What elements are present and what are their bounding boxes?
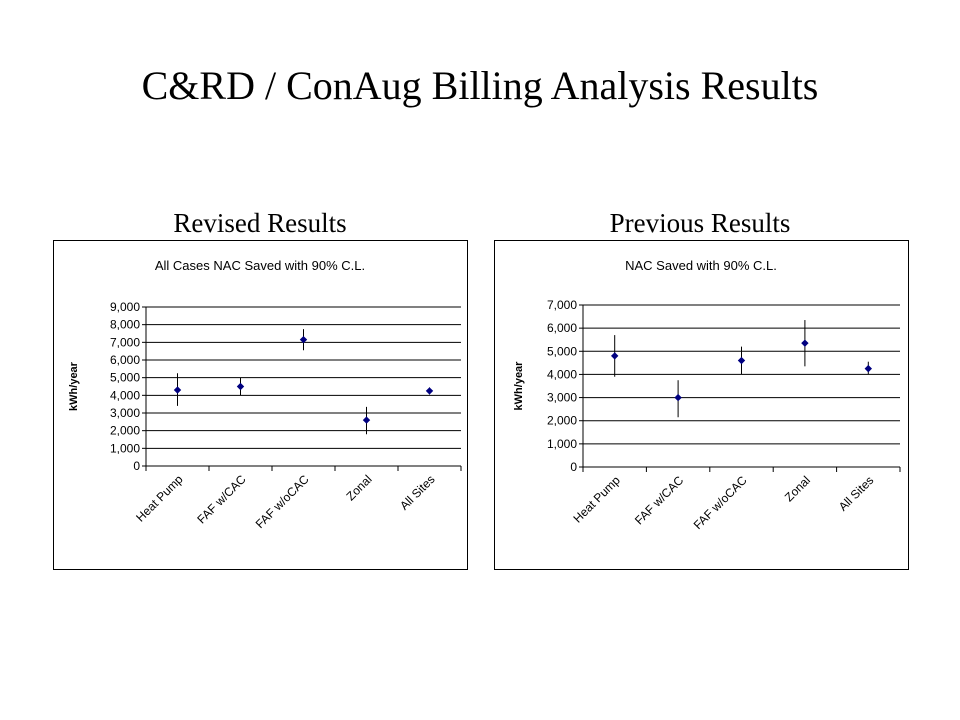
x-tick-label-heat-pump: Heat Pump xyxy=(133,472,186,525)
y-tick-label: 0 xyxy=(133,459,140,473)
y-axis-label: kWh/year xyxy=(513,361,525,411)
y-tick-label: 1,000 xyxy=(110,441,140,455)
x-tick-label-zonal: Zonal xyxy=(343,472,374,503)
chart-title: NAC Saved with 90% C.L. xyxy=(625,258,777,273)
data-point-faf-w-ocac xyxy=(737,356,746,365)
y-tick-label: 2,000 xyxy=(547,414,577,428)
y-tick-label: 4,000 xyxy=(547,367,577,381)
x-tick-label-faf-w-cac: FAF w/CAC xyxy=(194,472,248,526)
x-tick-label-all-sites: All Sites xyxy=(836,473,877,514)
data-point-faf-w-cac xyxy=(236,382,245,391)
y-tick-label: 6,000 xyxy=(110,353,140,367)
y-tick-label: 8,000 xyxy=(110,318,140,332)
y-tick-label: 1,000 xyxy=(547,437,577,451)
data-point-heat-pump xyxy=(173,386,182,394)
y-tick-label: 4,000 xyxy=(110,388,140,402)
x-tick-label-all-sites: All Sites xyxy=(397,472,438,513)
data-point-faf-w-ocac xyxy=(299,335,308,344)
revised-results-chart: All Cases NAC Saved with 90% C.L. kWh/yea… xyxy=(53,240,468,570)
y-tick-label: 0 xyxy=(570,460,577,474)
data-point-zonal xyxy=(801,339,809,347)
slide-title: C&RD / ConAug Billing Analysis Results xyxy=(141,63,819,108)
y-tick-label: 2,000 xyxy=(110,424,140,438)
y-tick-label: 9,000 xyxy=(110,300,140,314)
x-tick-label-faf-w-ocac: FAF w/oCAC xyxy=(691,473,750,532)
previous-results-chart-svg: NAC Saved with 90% C.L. kWh/year 0 1,000 2,0… xyxy=(513,258,901,532)
data-point-heat-pump xyxy=(610,352,619,360)
y-tick-label: 7,000 xyxy=(547,298,577,312)
y-tick-label: 3,000 xyxy=(547,391,577,405)
revised-results-chart-svg: All Cases NAC Saved with 90% C.L. kWh/yea… xyxy=(68,258,462,531)
data-point-zonal xyxy=(362,416,371,424)
chart-title: All Cases NAC Saved with 90% C.L. xyxy=(155,258,365,273)
y-tick-label: 5,000 xyxy=(547,344,577,358)
y-axis-label: kWh/year xyxy=(68,361,80,411)
data-point-all-sites xyxy=(425,387,434,395)
data-point-all-sites xyxy=(864,364,873,373)
y-tick-label: 3,000 xyxy=(110,406,140,420)
x-tick-label-zonal: Zonal xyxy=(782,473,813,504)
previous-results-chart: NAC Saved with 90% C.L. kWh/year 0 1,000 2,0… xyxy=(494,240,909,570)
revised-results-caption: Revised Results xyxy=(173,208,347,238)
x-tick-label-faf-w-cac: FAF w/CAC xyxy=(632,473,686,527)
x-tick-label-faf-w-ocac: FAF w/oCAC xyxy=(253,472,312,531)
previous-results-caption: Previous Results xyxy=(609,208,791,238)
y-tick-label: 5,000 xyxy=(110,371,140,385)
y-tick-label: 7,000 xyxy=(110,335,140,349)
data-point-faf-w-cac xyxy=(674,393,682,402)
y-tick-label: 6,000 xyxy=(547,321,577,335)
x-tick-label-heat-pump: Heat Pump xyxy=(570,473,623,526)
